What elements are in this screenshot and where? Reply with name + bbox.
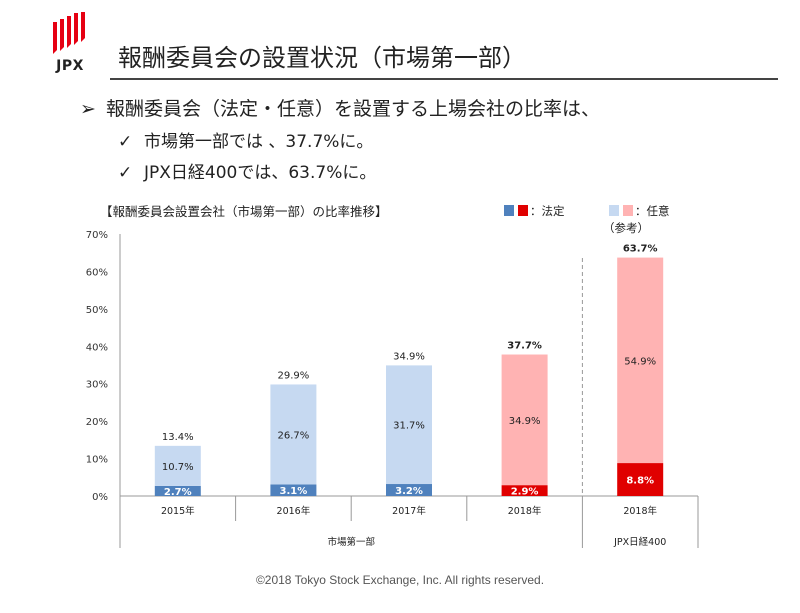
data-label-voluntary: 34.9% xyxy=(509,416,541,427)
x-tick-label: 2018年 xyxy=(623,505,657,517)
bullet-main: ➢ 報酬委員会（法定・任意）を設置する上場会社の比率は、 xyxy=(80,94,600,121)
bar-statutory xyxy=(386,484,432,496)
bar-statutory xyxy=(617,463,664,496)
x-tick-label: 2018年 xyxy=(508,505,542,517)
checkmark-icon: ✓ xyxy=(118,132,133,152)
legend-label-voluntary: ：任意 xyxy=(635,204,670,218)
copyright-footer: ©2018 Tokyo Stock Exchange, Inc. All rig… xyxy=(255,573,545,587)
legend-swatch-statutory xyxy=(504,205,514,216)
bar-voluntary xyxy=(501,354,548,486)
page-title: 報酬委員会の設置状況（市場第一部） xyxy=(118,44,526,72)
y-tick-label: 60% xyxy=(86,267,108,278)
bar-voluntary xyxy=(154,445,201,486)
legend-swatch-voluntary-highlight xyxy=(623,205,633,216)
bar-statutory xyxy=(154,485,201,496)
group-label: 市場第一部 xyxy=(327,536,375,548)
y-tick-label: 20% xyxy=(86,417,108,428)
chart-title: 【報酬委員会設置会社（市場第一部）の比率推移】 xyxy=(100,204,388,219)
data-label-voluntary: 54.9% xyxy=(624,356,656,367)
data-label-statutory: 2.7% xyxy=(164,487,192,498)
jpx-logo-text: JPX xyxy=(56,58,84,74)
x-tick-label: 2017年 xyxy=(392,505,426,517)
legend-swatch-voluntary xyxy=(609,205,619,216)
bar-voluntary xyxy=(617,257,664,464)
bar-voluntary xyxy=(270,384,317,485)
bullet-sub-1: ✓ 市場第一部では 、37.7%に。 xyxy=(118,127,373,152)
jpx-logo: JPX xyxy=(48,12,92,76)
data-label-statutory: 3.2% xyxy=(395,486,423,497)
arrow-bullet-icon: ➢ xyxy=(80,98,96,120)
y-tick-label: 0% xyxy=(92,492,108,503)
y-tick-label: 10% xyxy=(86,455,108,466)
bar-statutory xyxy=(501,485,548,496)
bullet-sub-2: ✓ JPX日経400では、63.7%に。 xyxy=(118,158,376,183)
checkmark-icon: ✓ xyxy=(118,163,133,183)
bullet-sub-text: JPX日経400では、63.7%に。 xyxy=(144,163,377,183)
title-divider xyxy=(110,78,778,80)
y-tick-label: 50% xyxy=(86,305,108,316)
x-tick-label: 2015年 xyxy=(161,505,195,517)
data-label-total: 63.7% xyxy=(623,244,658,255)
bar-statutory xyxy=(270,484,317,496)
bar-voluntary xyxy=(386,365,432,485)
legend-label-statutory: ：法定 xyxy=(530,204,565,218)
legend-reference-note: （参考） xyxy=(603,221,649,235)
bullet-main-text: 報酬委員会（法定・任意）を設置する上場会社の比率は、 xyxy=(106,98,601,120)
data-label-voluntary: 10.7% xyxy=(162,462,194,473)
legend-swatch-statutory-highlight xyxy=(518,205,528,216)
y-tick-label: 70% xyxy=(86,230,108,241)
x-tick-label: 2016年 xyxy=(277,505,311,517)
group-label: JPX日経400 xyxy=(613,536,666,548)
y-tick-label: 40% xyxy=(86,342,108,353)
bullet-sub-text: 市場第一部では 、37.7%に。 xyxy=(144,132,374,152)
data-label-voluntary: 26.7% xyxy=(278,430,310,441)
y-tick-label: 30% xyxy=(86,380,108,391)
data-label-statutory: 3.1% xyxy=(280,486,308,497)
data-label-statutory: 8.8% xyxy=(626,476,654,487)
jpx-logo-mark-icon xyxy=(53,12,85,54)
data-label-total: 37.7% xyxy=(507,341,542,352)
data-label-voluntary: 31.7% xyxy=(393,421,425,432)
data-label-statutory: 2.9% xyxy=(511,487,539,498)
data-label-total: 29.9% xyxy=(278,370,310,381)
data-label-total: 34.9% xyxy=(393,351,425,362)
data-label-total: 13.4% xyxy=(162,432,194,443)
